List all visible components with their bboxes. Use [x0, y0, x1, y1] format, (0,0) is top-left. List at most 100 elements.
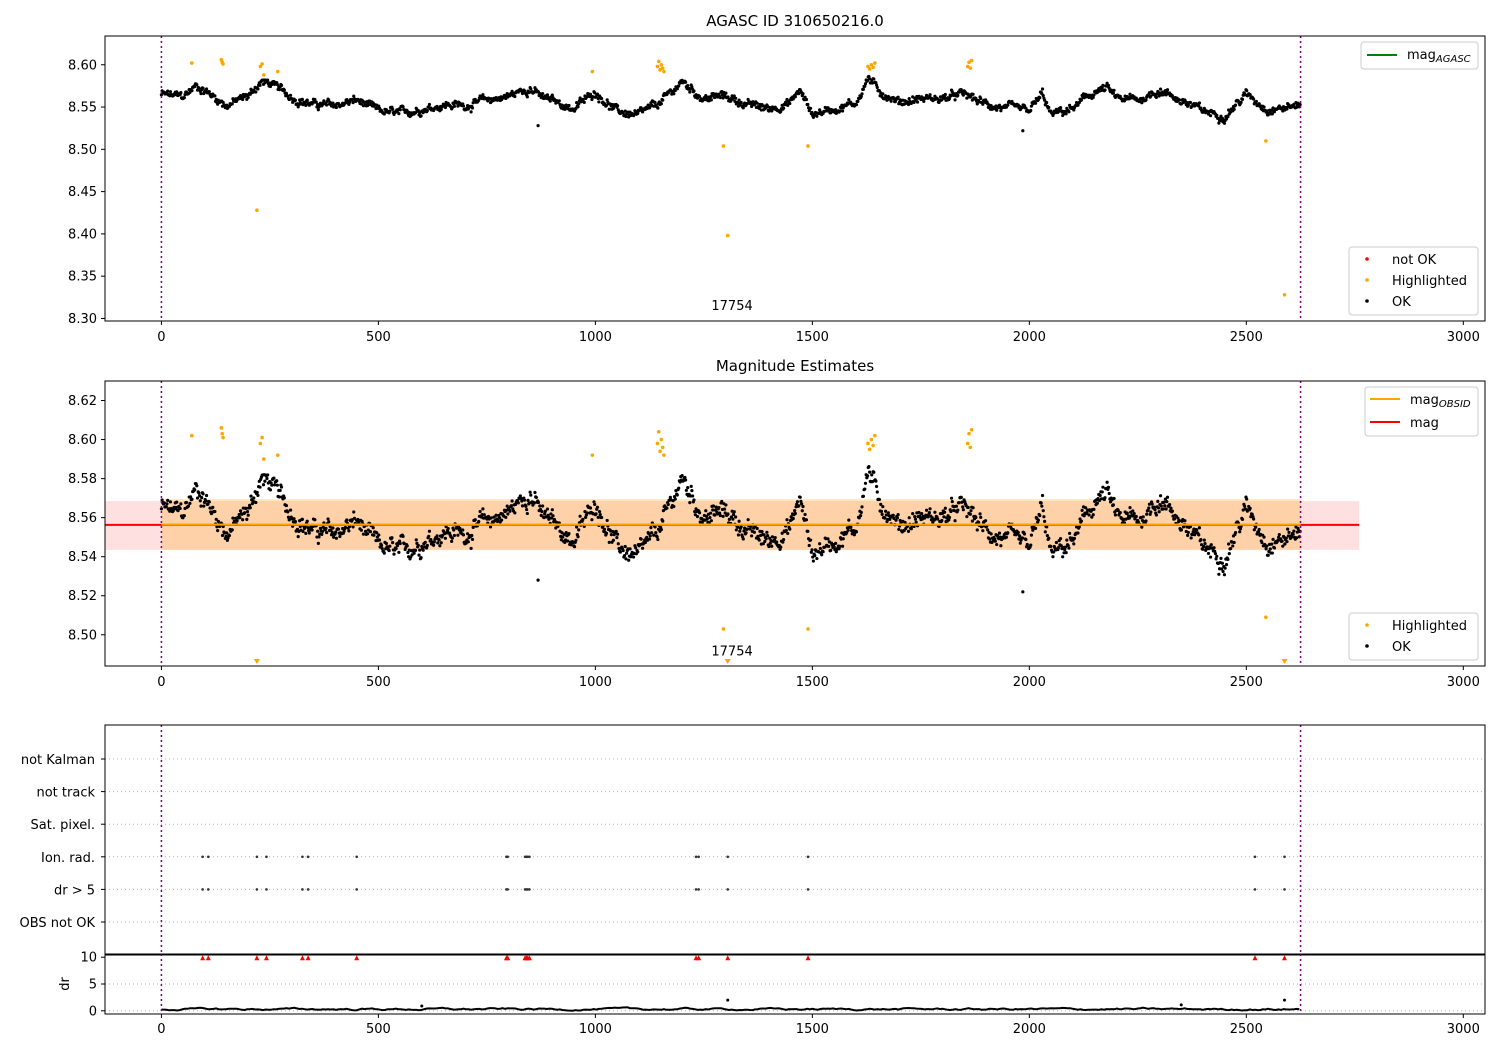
ok-point	[209, 511, 214, 516]
ok-point	[1134, 514, 1138, 519]
ok-point	[1056, 545, 1061, 550]
highlighted-point	[721, 144, 726, 148]
ok-point	[928, 507, 932, 511]
ok-point	[813, 553, 817, 558]
ok-point	[959, 495, 963, 499]
y-tick-label: 8.40	[68, 227, 97, 242]
ok-point	[1233, 530, 1238, 535]
ok-point	[351, 525, 355, 529]
ok-point	[956, 508, 960, 512]
ok-point	[238, 509, 243, 513]
ok-point	[1021, 129, 1025, 133]
x-tick-label: 2500	[1230, 1022, 1263, 1037]
ok-point	[677, 486, 681, 490]
highlighted-point	[220, 431, 224, 436]
ok-point	[798, 495, 802, 499]
x-tick-label: 1500	[796, 1022, 829, 1037]
flag-point	[726, 855, 730, 859]
ok-point	[868, 470, 872, 474]
ok-point	[970, 519, 975, 523]
ok-point	[581, 517, 585, 521]
ok-point	[907, 516, 911, 520]
ok-point	[611, 538, 616, 542]
ok-point	[1252, 517, 1256, 521]
ok-point	[549, 512, 553, 516]
flag-point	[1283, 888, 1286, 891]
flag-point	[301, 855, 304, 859]
dr-over-limit-marker	[354, 955, 360, 961]
ok-point	[913, 517, 918, 521]
ok-point	[680, 473, 684, 478]
ok-point	[673, 497, 677, 501]
highlighted-point	[189, 433, 194, 438]
ok-point	[974, 515, 978, 520]
ok-point	[854, 530, 859, 534]
legend-dot-swatch	[1365, 278, 1369, 282]
ok-point	[752, 530, 756, 534]
ok-point	[622, 554, 627, 558]
ok-point	[977, 520, 981, 525]
ok-point	[726, 512, 730, 516]
ok-point	[1149, 94, 1153, 98]
ok-point	[947, 515, 952, 520]
ok-point	[811, 559, 816, 563]
plot-area: 17754	[159, 36, 1302, 321]
ok-point	[431, 543, 436, 547]
ok-point	[275, 483, 279, 487]
flag-point	[355, 888, 358, 891]
ok-point	[1285, 107, 1289, 111]
ok-point	[1140, 101, 1144, 105]
highlighted-point	[658, 68, 662, 72]
ok-point	[818, 542, 822, 546]
ok-point	[1186, 530, 1190, 535]
ok-point	[1203, 542, 1207, 546]
ok-point	[525, 511, 529, 516]
ok-point	[779, 109, 783, 113]
ok-point	[1118, 510, 1122, 515]
x-tick-label: 1500	[796, 330, 829, 345]
dr-over-limit-marker	[299, 955, 305, 961]
ok-point	[532, 501, 536, 505]
ok-point	[870, 473, 874, 477]
highlighted-point	[866, 441, 870, 446]
x-tick-label: 0	[157, 1022, 165, 1037]
y-tick-label: 8.30	[68, 312, 97, 327]
ok-point	[1298, 102, 1302, 107]
ok-point	[1197, 526, 1202, 530]
ok-point	[1280, 539, 1284, 543]
ok-point	[786, 103, 790, 108]
ok-point	[417, 553, 421, 557]
ok-point	[736, 525, 740, 529]
ok-point	[1101, 485, 1105, 489]
ok-point	[1238, 527, 1243, 531]
ok-point	[201, 86, 205, 90]
ok-point	[912, 100, 916, 105]
ok-point	[525, 95, 529, 99]
ok-point	[1162, 500, 1166, 504]
ok-point	[526, 498, 530, 502]
ok-point	[788, 527, 792, 531]
ok-point	[1215, 113, 1219, 117]
ok-point	[471, 525, 475, 529]
ok-point	[961, 93, 965, 97]
ok-point	[175, 90, 179, 94]
ok-point	[1059, 544, 1063, 548]
dr-over-limit-marker	[1282, 955, 1288, 961]
ok-point	[672, 504, 676, 509]
ok-point	[249, 494, 253, 498]
ok-point	[672, 494, 677, 499]
ok-point	[304, 103, 308, 107]
ok-point	[380, 546, 384, 551]
ok-point	[538, 504, 542, 508]
ok-point	[590, 97, 594, 102]
ok-point	[1186, 533, 1190, 537]
x-tick-label: 0	[157, 675, 165, 690]
ok-point	[1189, 536, 1193, 540]
ok-point	[525, 507, 529, 512]
flag-point	[1283, 855, 1286, 859]
ok-point	[1083, 506, 1088, 510]
ok-point	[1177, 518, 1181, 523]
ok-point	[720, 499, 724, 504]
ok-point	[684, 478, 688, 482]
highlighted-point	[968, 445, 973, 450]
